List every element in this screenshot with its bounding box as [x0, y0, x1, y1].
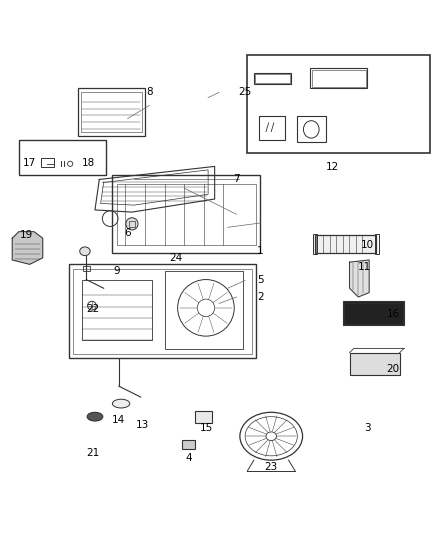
- Text: 11: 11: [358, 262, 371, 272]
- Text: 3: 3: [364, 423, 370, 433]
- Text: 21: 21: [86, 448, 99, 458]
- Bar: [73, 269, 252, 353]
- Bar: [254, 74, 290, 83]
- Text: 4: 4: [185, 453, 192, 463]
- Bar: [259, 116, 285, 140]
- Text: 23: 23: [265, 462, 278, 472]
- Bar: [343, 301, 404, 325]
- Bar: [344, 303, 403, 324]
- Bar: [165, 271, 243, 349]
- Bar: [113, 175, 260, 254]
- Text: 15: 15: [199, 423, 212, 433]
- Bar: [117, 184, 256, 245]
- Text: 6: 6: [124, 228, 131, 238]
- Text: 19: 19: [20, 230, 33, 240]
- Bar: [19, 140, 106, 175]
- Bar: [315, 235, 376, 254]
- Text: 18: 18: [82, 158, 95, 168]
- Bar: [375, 235, 379, 254]
- Text: 10: 10: [360, 240, 374, 250]
- Bar: [254, 73, 291, 84]
- Text: 8: 8: [146, 87, 153, 98]
- Bar: [297, 116, 325, 142]
- Text: 24: 24: [169, 253, 182, 263]
- Text: 16: 16: [386, 309, 400, 319]
- Bar: [312, 70, 366, 87]
- Bar: [182, 440, 195, 449]
- Bar: [247, 55, 430, 154]
- Bar: [195, 411, 212, 423]
- Text: 9: 9: [113, 266, 120, 276]
- Polygon shape: [350, 260, 369, 297]
- Text: 13: 13: [136, 421, 149, 430]
- Bar: [41, 158, 53, 167]
- Bar: [311, 68, 367, 88]
- Text: 2: 2: [257, 292, 264, 302]
- Ellipse shape: [126, 218, 138, 230]
- Text: 17: 17: [23, 158, 36, 168]
- Text: 20: 20: [386, 364, 399, 374]
- Bar: [69, 264, 256, 358]
- Bar: [78, 88, 145, 136]
- Bar: [83, 265, 90, 271]
- Bar: [82, 279, 152, 341]
- Text: 5: 5: [257, 276, 264, 286]
- Text: 22: 22: [86, 304, 99, 314]
- Ellipse shape: [87, 413, 103, 421]
- Ellipse shape: [80, 247, 90, 256]
- Text: 25: 25: [238, 87, 252, 98]
- Bar: [313, 235, 317, 254]
- Text: 14: 14: [112, 415, 126, 425]
- Text: 7: 7: [233, 174, 240, 184]
- Text: 12: 12: [325, 162, 339, 172]
- Bar: [350, 353, 399, 375]
- Ellipse shape: [113, 399, 130, 408]
- Bar: [81, 92, 142, 133]
- Bar: [129, 221, 135, 227]
- Polygon shape: [12, 232, 43, 264]
- Text: 1: 1: [257, 246, 264, 256]
